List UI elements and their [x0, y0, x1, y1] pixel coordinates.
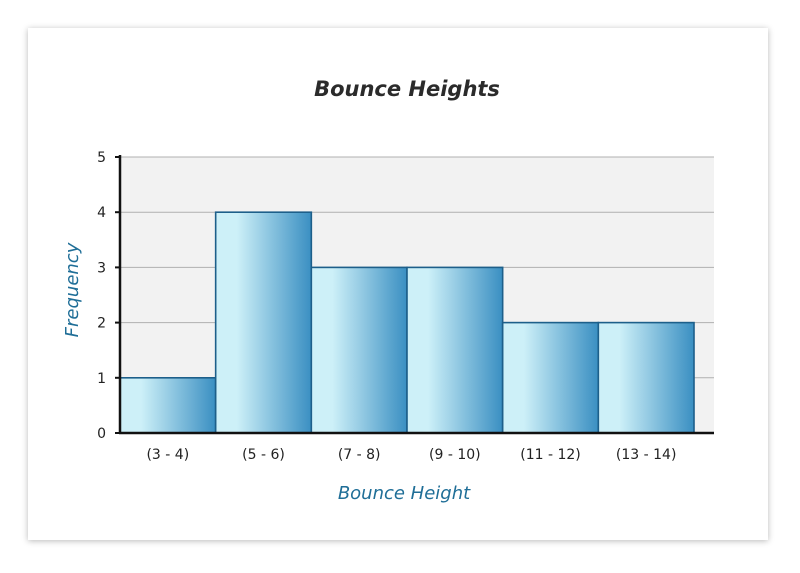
- x-tick-label-5: (13 - 14): [616, 447, 677, 463]
- bar-0: [119, 376, 217, 434]
- axes: [115, 155, 714, 435]
- y-tick-label-4: 4: [97, 205, 106, 221]
- x-tick-label-2: (7 - 8): [338, 447, 381, 463]
- y-axis-title: Frequency: [62, 242, 83, 337]
- x-tick-label-1: (5 - 6): [242, 447, 285, 463]
- y-tick-label-2: 2: [97, 316, 106, 332]
- bar-3: [406, 266, 504, 434]
- x-tick-label-3: (9 - 10): [429, 447, 481, 463]
- bar-1: [214, 211, 313, 434]
- y-tick-label-3: 3: [97, 260, 106, 276]
- y-tick-label-5: 5: [97, 150, 106, 166]
- x-tick-label-0: (3 - 4): [146, 447, 189, 463]
- y-tick-label-1: 1: [97, 371, 106, 387]
- chart-title: Bounce Heights: [314, 77, 500, 101]
- x-tick-label-4: (11 - 12): [520, 447, 581, 463]
- bar-2: [310, 266, 408, 434]
- bar-5: [597, 321, 695, 434]
- bars: [119, 211, 695, 434]
- y-tick-labels: 0 1 2 3 4 5: [97, 150, 106, 442]
- x-tick-labels: (3 - 4) (5 - 6) (7 - 8) (9 - 10) (11 - 12) (1…: [146, 447, 676, 463]
- bar-4: [501, 321, 600, 434]
- y-tick-label-0: 0: [97, 426, 106, 442]
- x-axis-title: Bounce Height: [338, 483, 471, 504]
